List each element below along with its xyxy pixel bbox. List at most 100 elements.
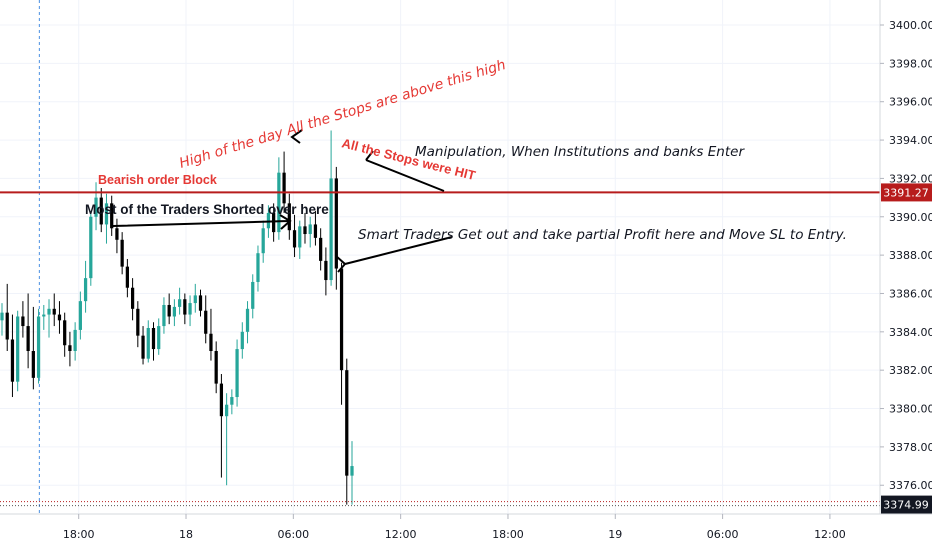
candle[interactable] xyxy=(78,291,82,340)
candle[interactable] xyxy=(57,301,62,334)
candle-body xyxy=(83,278,88,302)
candle[interactable] xyxy=(245,301,250,344)
candle[interactable] xyxy=(68,331,72,367)
candle[interactable] xyxy=(99,188,103,233)
candle[interactable] xyxy=(313,211,318,246)
candle-body xyxy=(198,295,203,311)
candle[interactable] xyxy=(120,232,124,275)
chart-grid xyxy=(0,0,880,514)
candle[interactable] xyxy=(130,278,135,321)
price-axis[interactable]: 3376.00 3378.00 3380.00 3382.00 3384.00 3386.… xyxy=(879,0,932,514)
candle[interactable] xyxy=(157,318,161,355)
candle[interactable] xyxy=(287,193,291,240)
candle-body xyxy=(319,237,323,261)
candle[interactable] xyxy=(209,308,213,361)
annotation-manipulation[interactable]: Manipulation, When Institutions and bank… xyxy=(415,144,745,160)
candle[interactable] xyxy=(151,322,156,361)
candle[interactable] xyxy=(136,301,140,348)
candle[interactable] xyxy=(47,299,51,338)
candle[interactable] xyxy=(319,228,323,271)
candle[interactable] xyxy=(324,247,328,296)
annotation-bearish-ob[interactable]: Bearish order Block xyxy=(98,173,217,187)
candle[interactable] xyxy=(256,245,260,292)
time-tick-label: 18 xyxy=(179,528,193,541)
annotation-arrows xyxy=(112,129,453,273)
candle-body xyxy=(0,312,4,321)
candle[interactable] xyxy=(214,341,218,394)
candle-body xyxy=(188,303,192,315)
candle[interactable] xyxy=(235,339,239,407)
price-tick-label: 3400.00 xyxy=(889,19,932,32)
candle[interactable] xyxy=(167,293,171,325)
candle[interactable] xyxy=(5,283,9,352)
candle[interactable] xyxy=(10,314,15,398)
candle[interactable] xyxy=(177,287,182,315)
candle[interactable] xyxy=(298,220,302,259)
candle[interactable] xyxy=(272,203,276,242)
candle[interactable] xyxy=(188,295,192,327)
candle[interactable] xyxy=(282,151,286,213)
time-axis[interactable]: 18:00 18 06:00 12:00 18:00 19 06:00 12:00 xyxy=(0,513,932,541)
candle-body xyxy=(214,351,218,384)
candle[interactable] xyxy=(329,130,333,286)
candle-body xyxy=(42,314,46,317)
candle[interactable] xyxy=(63,312,67,357)
last-price-tag xyxy=(881,495,932,514)
candle-body xyxy=(209,333,213,352)
candle-body xyxy=(16,316,20,382)
candle[interactable] xyxy=(21,301,25,338)
candle[interactable] xyxy=(345,358,349,505)
candle[interactable] xyxy=(83,260,88,313)
candle[interactable] xyxy=(52,293,56,327)
candle[interactable] xyxy=(334,166,338,290)
candle[interactable] xyxy=(230,389,234,415)
candle[interactable] xyxy=(0,303,4,336)
candle-body xyxy=(172,306,177,317)
time-axis-ticks: 18:00 18 06:00 12:00 18:00 19 06:00 12:00 xyxy=(63,514,846,541)
candle[interactable] xyxy=(303,212,307,244)
candle[interactable] xyxy=(277,157,281,240)
candle[interactable] xyxy=(31,306,35,390)
price-tick-label: 3380.00 xyxy=(889,403,932,416)
candle[interactable] xyxy=(125,258,129,298)
candle[interactable] xyxy=(104,193,109,244)
candle-body xyxy=(298,226,302,248)
candle[interactable] xyxy=(115,218,119,254)
candle[interactable] xyxy=(204,295,208,344)
candle-body xyxy=(104,203,109,225)
candle[interactable] xyxy=(42,304,46,330)
annotation-smart-traders[interactable]: Smart Traders Get out and take partial P… xyxy=(358,227,847,243)
candle[interactable] xyxy=(339,262,344,405)
candle[interactable] xyxy=(36,308,41,384)
candle[interactable] xyxy=(73,322,77,361)
candle[interactable] xyxy=(26,293,30,369)
candle[interactable] xyxy=(110,195,114,236)
candle[interactable] xyxy=(251,274,255,319)
candle[interactable] xyxy=(225,393,229,486)
candle-body xyxy=(68,345,72,352)
candle[interactable] xyxy=(350,441,354,505)
candle[interactable] xyxy=(261,220,265,263)
candle-body xyxy=(47,308,51,315)
annotation-most-traders[interactable]: Most of the Traders Shorted over here xyxy=(85,202,329,217)
price-tick-label: 3394.00 xyxy=(889,134,932,147)
candle[interactable] xyxy=(146,320,150,363)
candle[interactable] xyxy=(16,310,20,392)
candle[interactable] xyxy=(193,283,197,313)
candle[interactable] xyxy=(292,214,297,258)
candle[interactable] xyxy=(308,216,312,248)
candle[interactable] xyxy=(219,374,224,478)
candle[interactable] xyxy=(183,293,187,325)
candle-body xyxy=(261,228,265,254)
candle[interactable] xyxy=(141,326,145,365)
candle-body xyxy=(94,197,98,217)
candle[interactable] xyxy=(198,289,203,317)
candle[interactable] xyxy=(172,299,177,327)
price-tick-label: 3384.00 xyxy=(889,326,932,339)
candle[interactable] xyxy=(162,297,166,334)
candle[interactable] xyxy=(89,211,93,286)
candle[interactable] xyxy=(94,182,98,231)
candle[interactable] xyxy=(240,322,244,359)
